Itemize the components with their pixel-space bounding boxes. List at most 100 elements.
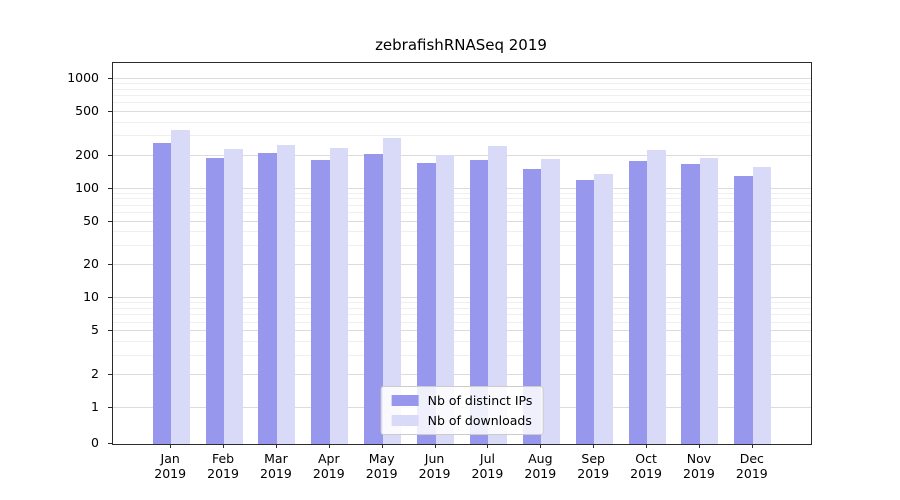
y-tick-mark-0	[108, 443, 112, 444]
x-tick-label-feb: Feb 2019	[194, 451, 252, 481]
y-tick-label-50: 50	[83, 212, 99, 228]
x-tick-year-jan: 2019	[154, 466, 187, 481]
gridline-minor-800	[113, 88, 811, 90]
legend-swatch-downloads	[391, 415, 419, 426]
y-tick-label-1000: 1000	[67, 69, 99, 85]
y-axis: 0 1 2 5 10 20 50 100 200 500 1000	[0, 62, 112, 450]
bar-nb-of-distinct-ips-jun	[417, 162, 436, 444]
x-tick-year-aug: 2019	[524, 466, 557, 481]
x-tick-label-dec: Dec 2019	[723, 451, 781, 481]
x-tick-year-oct: 2019	[630, 466, 662, 481]
x-tick-mark-sep	[593, 444, 595, 448]
y-tick-mark-500	[108, 110, 112, 112]
x-tick-mark-may	[381, 444, 383, 448]
x-tick-month-aug: Aug	[528, 451, 553, 466]
x-tick-month-feb: Feb	[211, 451, 235, 466]
bar-nb-of-distinct-ips-feb	[205, 158, 225, 444]
y-tick-label-500: 500	[75, 102, 99, 118]
x-tick-year-mar: 2019	[260, 466, 292, 481]
x-tick-mark-aug	[540, 444, 542, 448]
bar-nb-of-distinct-ips-jan	[152, 143, 172, 444]
bar-nb-of-downloads-feb	[224, 149, 243, 444]
y-tick-mark-2	[108, 373, 112, 375]
x-tick-label-nov: Nov 2019	[670, 451, 728, 481]
gridline-minor-700	[113, 94, 811, 96]
gridline-minor-600	[113, 102, 811, 104]
chart-title: zebrafishRNASeq 2019	[375, 36, 547, 54]
y-tick-label-5: 5	[91, 322, 99, 338]
bar-nb-of-downloads-mar	[276, 144, 296, 444]
x-tick-mark-feb	[223, 444, 225, 448]
gridline-500	[113, 110, 811, 112]
gridline-minor-900	[113, 82, 811, 84]
gridline-minor-400	[113, 121, 811, 123]
bar-nb-of-downloads-aug	[541, 158, 560, 444]
y-tick-label-20: 20	[83, 256, 99, 272]
legend-label-downloads: Nb of downloads	[427, 413, 532, 428]
plot-area: Nb of distinct IPs Nb of downloads	[112, 62, 812, 445]
y-tick-mark-100	[108, 187, 112, 189]
x-tick-label-jan: Jan 2019	[141, 451, 199, 481]
legend: Nb of distinct IPs Nb of downloads	[380, 386, 544, 435]
bar-nb-of-distinct-ips-may	[364, 154, 383, 444]
y-tick-label-0: 0	[91, 435, 99, 450]
bar-nb-of-distinct-ips-oct	[628, 161, 648, 444]
x-tick-mark-jan	[170, 444, 172, 448]
x-tick-month-nov: Nov	[686, 451, 712, 466]
bar-nb-of-downloads-nov	[699, 157, 719, 444]
bar-nb-of-distinct-ips-jul	[469, 160, 489, 444]
y-tick-label-200: 200	[75, 146, 99, 162]
x-tick-month-dec: Dec	[739, 451, 764, 466]
bar-nb-of-distinct-ips-apr	[311, 160, 330, 444]
bar-nb-of-downloads-may	[382, 138, 402, 444]
x-tick-label-sep: Sep 2019	[564, 451, 622, 481]
bar-nb-of-distinct-ips-sep	[575, 180, 595, 444]
legend-label-distinct-ips: Nb of distinct IPs	[427, 393, 533, 408]
x-tick-mark-mar	[275, 444, 277, 448]
bar-nb-of-downloads-sep	[594, 173, 613, 444]
x-tick-month-jun: Jun	[424, 451, 445, 466]
y-tick-mark-1000	[108, 77, 112, 79]
x-tick-label-apr: Apr 2019	[300, 451, 358, 481]
legend-swatch-distinct-ips	[391, 395, 419, 406]
x-tick-mark-jun	[434, 444, 436, 448]
x-tick-mark-apr	[328, 444, 330, 448]
x-tick-year-dec: 2019	[735, 466, 768, 481]
x-tick-month-apr: Apr	[317, 451, 340, 466]
x-tick-year-may: 2019	[365, 466, 398, 481]
bar-nb-of-downloads-dec	[752, 167, 772, 444]
x-tick-label-mar: Mar 2019	[247, 451, 305, 481]
bar-nb-of-downloads-jan	[171, 129, 190, 444]
x-tick-month-jan: Jan	[160, 451, 180, 466]
x-tick-year-sep: 2019	[577, 466, 610, 481]
gridline-minor-300	[113, 135, 811, 137]
x-tick-label-jul: Jul 2019	[458, 451, 516, 481]
y-tick-mark-20	[108, 264, 112, 266]
y-tick-label-2: 2	[91, 365, 99, 381]
y-tick-mark-10	[108, 297, 112, 299]
bar-nb-of-downloads-oct	[647, 149, 666, 444]
x-tick-label-oct: Oct 2019	[617, 451, 675, 481]
y-tick-mark-50	[108, 220, 112, 222]
x-tick-mark-oct	[646, 444, 648, 448]
bar-nb-of-downloads-jun	[435, 154, 455, 444]
gridline-1000	[113, 77, 811, 79]
x-tick-year-jun: 2019	[418, 466, 451, 481]
x-tick-mark-nov	[698, 444, 700, 448]
y-tick-label-100: 100	[75, 179, 99, 195]
y-tick-mark-200	[108, 154, 112, 156]
bar-nb-of-distinct-ips-mar	[258, 152, 277, 444]
y-tick-mark-5	[108, 330, 112, 332]
y-tick-mark-1	[108, 407, 112, 408]
x-tick-label-aug: Aug 2019	[511, 451, 569, 481]
x-tick-year-feb: 2019	[207, 466, 239, 481]
bar-nb-of-distinct-ips-nov	[681, 163, 700, 444]
x-tick-month-sep: Sep	[581, 451, 605, 466]
x-tick-label-jun: Jun 2019	[406, 451, 464, 481]
legend-item-downloads: Nb of downloads	[391, 413, 533, 428]
bar-nb-of-downloads-apr	[329, 148, 349, 444]
x-tick-month-may: May	[368, 451, 395, 466]
bar-nb-of-distinct-ips-aug	[522, 168, 542, 444]
gridline-200	[113, 154, 811, 156]
